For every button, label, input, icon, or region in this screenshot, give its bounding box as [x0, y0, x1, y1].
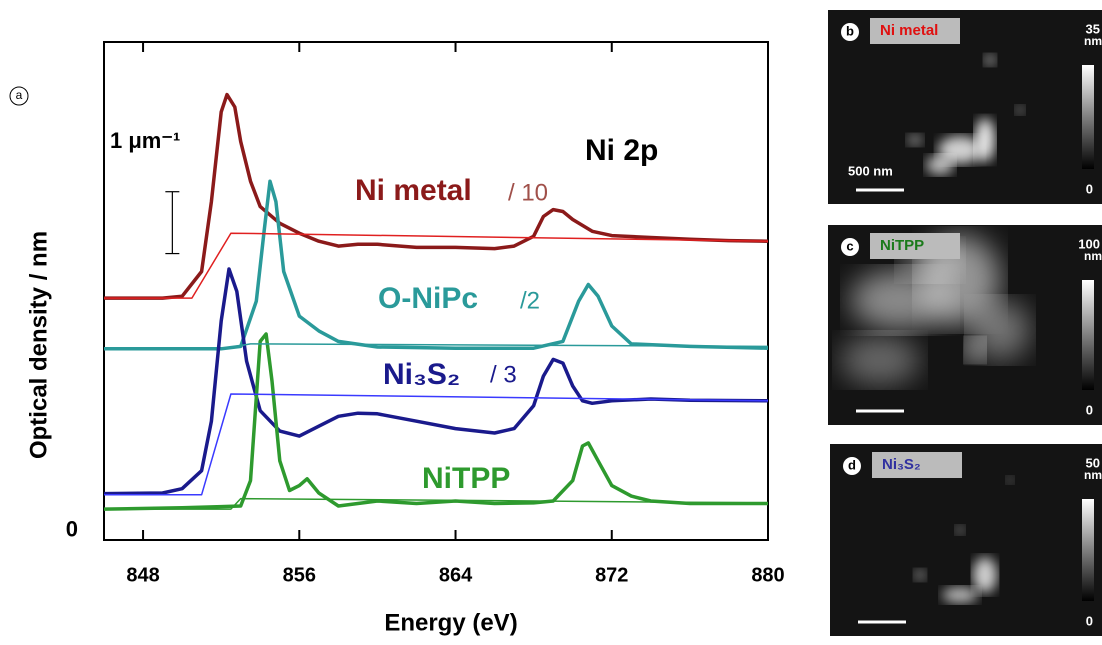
x-tick-label: 856 — [283, 564, 316, 586]
page: {"chart_data": { "type": "line", "panel_… — [0, 0, 1102, 640]
panel-letter: b — [846, 23, 854, 38]
image-feature — [942, 587, 978, 603]
image-feature — [975, 118, 995, 162]
series-factor: / 10 — [508, 179, 548, 206]
image-feature — [984, 54, 996, 66]
annotation: Ni 2p — [585, 134, 658, 167]
x-tick-label: 848 — [126, 564, 159, 586]
image-feature — [1006, 476, 1014, 484]
colorbar — [1082, 499, 1094, 601]
image-feature — [955, 525, 965, 535]
image-background — [830, 444, 1102, 636]
spectra-chart: a Energy (eV) Optical density / nm Ni 2p… — [10, 42, 785, 636]
series-label: O-NiPc — [378, 282, 478, 315]
x-tick-label: 872 — [595, 564, 628, 586]
image-feature — [914, 569, 926, 581]
image-feature — [840, 335, 920, 385]
series-label: Ni₃S₂ — [383, 358, 460, 391]
image-feature — [907, 134, 923, 146]
x-axis-label: Energy (eV) — [384, 609, 517, 636]
panel-letter: d — [848, 457, 856, 472]
scale-bar-label: 1 μm⁻¹ — [110, 128, 180, 153]
x-tick-label: 880 — [751, 564, 784, 586]
colorbar — [1082, 280, 1094, 390]
colorbar-unit: nm — [1084, 249, 1102, 263]
panel-label: Ni metal — [880, 22, 938, 39]
length-scale-label: 500 nm — [848, 163, 893, 178]
colorbar-unit: nm — [1084, 34, 1102, 48]
figure: a Energy (eV) Optical density / nm Ni 2p… — [0, 0, 1102, 640]
series-label: NiTPP — [422, 462, 510, 495]
image-feature — [926, 155, 954, 175]
y-axis-label: Optical density / nm — [25, 231, 52, 459]
image-feature — [1015, 105, 1025, 115]
panel-label: NiTPP — [880, 237, 924, 254]
series-label: Ni metal — [355, 174, 472, 207]
colorbar-unit: nm — [1084, 468, 1102, 482]
colorbar-min: 0 — [1086, 613, 1093, 628]
y-tick-label: 0 — [66, 517, 78, 542]
image-feature — [973, 557, 997, 593]
image-feature — [965, 338, 985, 362]
series-factor: / 3 — [490, 361, 517, 388]
x-tick-label: 864 — [439, 564, 473, 586]
panel-letter: a — [16, 88, 23, 102]
colorbar-min: 0 — [1086, 402, 1093, 417]
panel-label: Ni₃S₂ — [882, 456, 921, 473]
panel-letter: c — [846, 238, 853, 253]
series-factor: /2 — [520, 287, 540, 314]
colorbar-min: 0 — [1086, 181, 1093, 196]
colorbar — [1082, 65, 1094, 169]
